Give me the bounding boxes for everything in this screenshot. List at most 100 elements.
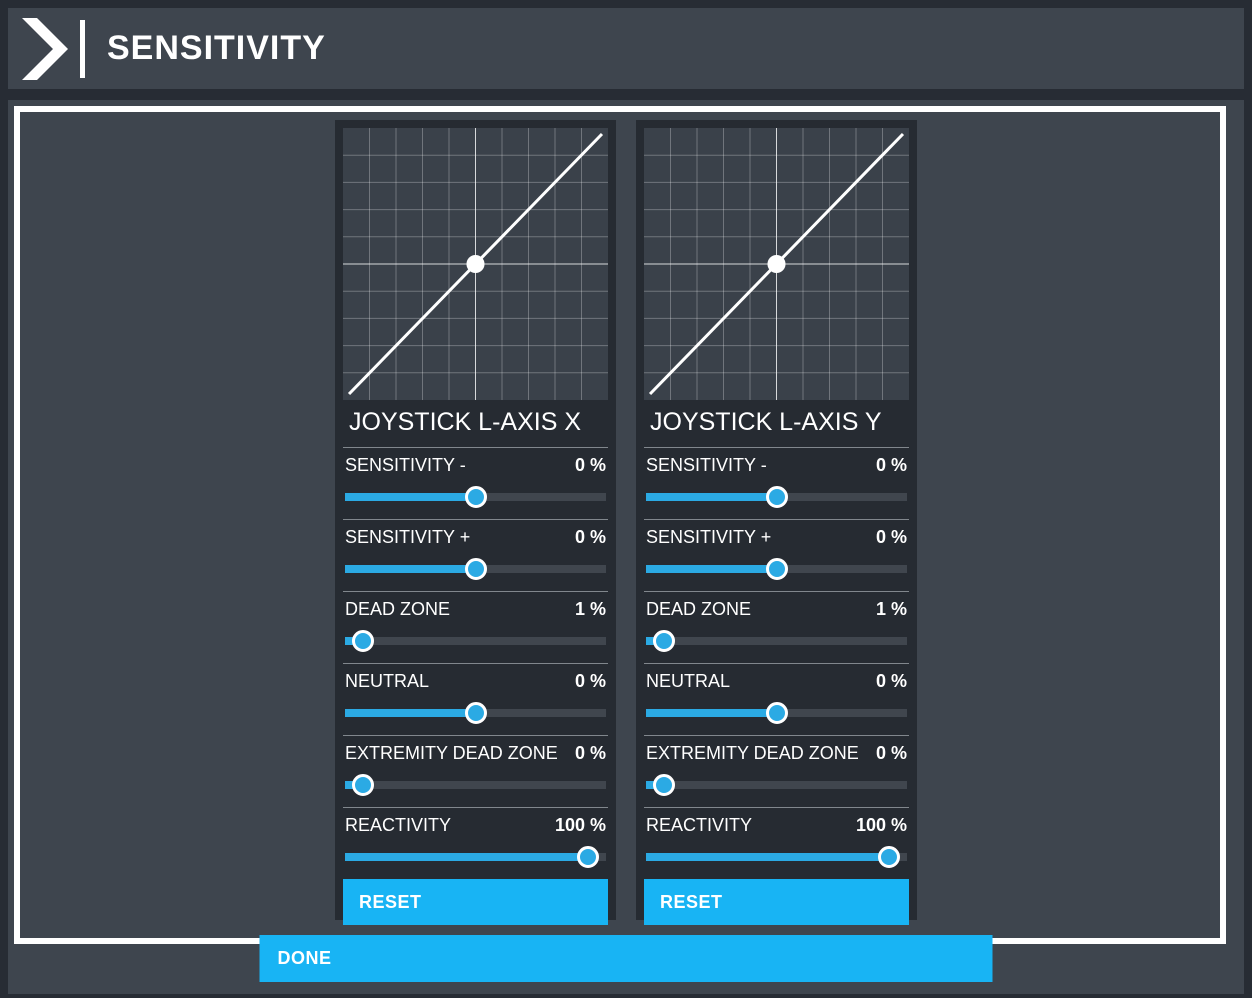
slider-value: 100 %	[855, 815, 907, 835]
slider-thumb[interactable]	[765, 558, 788, 580]
slider-thumb[interactable]	[464, 558, 487, 580]
slider-value: 1 %	[875, 599, 907, 619]
slider-row-head: DEAD ZONE 1 %	[345, 599, 606, 620]
slider-row-head: NEUTRAL 0 %	[646, 671, 907, 692]
slider-label: SENSITIVITY +	[646, 527, 772, 547]
header-divider	[80, 19, 85, 78]
slider[interactable]	[646, 558, 907, 580]
panel-title: JOYSTICK L-AXIS Y	[650, 408, 882, 436]
slider-row-head: REACTIVITY 100 %	[345, 815, 606, 836]
slider[interactable]	[345, 774, 606, 796]
slider[interactable]	[646, 702, 907, 724]
slider-thumb[interactable]	[653, 774, 676, 796]
response-curve-graph	[644, 128, 909, 400]
logo-arrow-icon	[22, 17, 68, 80]
slider-row: REACTIVITY 100 %	[343, 807, 608, 879]
slider-fill	[646, 493, 777, 501]
slider-label: NEUTRAL	[345, 671, 430, 691]
slider-row-head: EXTREMITY DEAD ZONE 0 %	[646, 743, 907, 764]
slider-value: 0 %	[875, 527, 907, 547]
slider[interactable]	[646, 630, 907, 652]
slider-thumb[interactable]	[877, 846, 900, 868]
slider-fill	[345, 565, 476, 573]
slider-thumb[interactable]	[765, 702, 788, 724]
slider-row-head: SENSITIVITY + 0 %	[345, 527, 606, 548]
slider-label: DEAD ZONE	[646, 599, 752, 619]
slider-row: SENSITIVITY + 0 %	[644, 519, 909, 591]
slider-label: REACTIVITY	[345, 815, 452, 835]
slider[interactable]	[345, 846, 606, 868]
slider-fill	[345, 637, 353, 645]
slider-row-head: NEUTRAL 0 %	[345, 671, 606, 692]
slider-thumb[interactable]	[576, 846, 599, 868]
slider[interactable]	[345, 702, 606, 724]
slider-fill	[646, 853, 900, 861]
slider-value: 100 %	[554, 815, 606, 835]
slider-thumb[interactable]	[765, 486, 788, 508]
slider-value: 0 %	[875, 671, 907, 691]
slider-thumb[interactable]	[464, 702, 487, 724]
slider[interactable]	[345, 558, 606, 580]
joystick-panel: JOYSTICK L-AXIS X SENSITIVITY - 0 % SENS…	[335, 120, 616, 925]
slider-value: 0 %	[875, 455, 907, 475]
panel-title: JOYSTICK L-AXIS X	[349, 408, 582, 436]
slider[interactable]	[646, 774, 907, 796]
slider-label: EXTREMITY DEAD ZONE	[646, 743, 859, 763]
slider-row: DEAD ZONE 1 %	[343, 591, 608, 663]
slider-label: NEUTRAL	[646, 671, 731, 691]
slider-fill	[345, 853, 599, 861]
slider-fill	[345, 781, 353, 789]
slider-row-head: EXTREMITY DEAD ZONE 0 %	[345, 743, 606, 764]
slider-track[interactable]	[345, 781, 606, 789]
page-title: SENSITIVITY	[107, 29, 326, 67]
slider-row-head: DEAD ZONE 1 %	[646, 599, 907, 620]
slider-label: REACTIVITY	[646, 815, 753, 835]
slider-fill	[646, 709, 777, 717]
slider-row-head: SENSITIVITY - 0 %	[646, 455, 907, 476]
slider-thumb[interactable]	[464, 486, 487, 508]
slider-label: SENSITIVITY +	[345, 527, 471, 547]
slider-row: REACTIVITY 100 %	[644, 807, 909, 879]
slider-track[interactable]	[345, 637, 606, 645]
slider-row-head: REACTIVITY 100 %	[646, 815, 907, 836]
slider-value: 1 %	[574, 599, 606, 619]
slider-thumb[interactable]	[653, 630, 676, 652]
slider-rows: SENSITIVITY - 0 % SENSITIVITY + 0 % DEAD…	[343, 447, 608, 879]
slider-rows: SENSITIVITY - 0 % SENSITIVITY + 0 % DEAD…	[644, 447, 909, 879]
slider-track[interactable]	[646, 637, 907, 645]
slider-value: 0 %	[574, 743, 606, 763]
slider-row: SENSITIVITY - 0 %	[644, 447, 909, 519]
header: SENSITIVITY	[8, 8, 1244, 89]
slider[interactable]	[646, 486, 907, 508]
joystick-panel: JOYSTICK L-AXIS Y SENSITIVITY - 0 % SENS…	[636, 120, 917, 925]
panels-row: JOYSTICK L-AXIS X SENSITIVITY - 0 % SENS…	[8, 120, 1244, 925]
slider-fill	[345, 493, 476, 501]
response-curve-graph	[343, 128, 608, 400]
slider-fill	[646, 637, 654, 645]
slider[interactable]	[345, 630, 606, 652]
slider-row-head: SENSITIVITY + 0 %	[646, 527, 907, 548]
slider-value: 0 %	[574, 455, 606, 475]
slider-value: 0 %	[875, 743, 907, 763]
slider-label: SENSITIVITY -	[646, 455, 767, 475]
done-button[interactable]: DONE	[259, 935, 993, 982]
slider-fill	[646, 781, 654, 789]
slider-row-head: SENSITIVITY - 0 %	[345, 455, 606, 476]
curve-point[interactable]	[466, 255, 485, 273]
slider-value: 0 %	[574, 671, 606, 691]
slider-fill	[345, 709, 476, 717]
slider-row: NEUTRAL 0 %	[644, 663, 909, 735]
slider-row: SENSITIVITY - 0 %	[343, 447, 608, 519]
slider-thumb[interactable]	[352, 630, 375, 652]
slider[interactable]	[646, 846, 907, 868]
reset-button[interactable]: RESET	[343, 879, 608, 925]
curve-point[interactable]	[767, 255, 786, 273]
reset-button[interactable]: RESET	[644, 879, 909, 925]
slider[interactable]	[345, 486, 606, 508]
slider-thumb[interactable]	[352, 774, 375, 796]
slider-track[interactable]	[646, 781, 907, 789]
slider-row: NEUTRAL 0 %	[343, 663, 608, 735]
slider-value: 0 %	[574, 527, 606, 547]
slider-label: EXTREMITY DEAD ZONE	[345, 743, 558, 763]
slider-row: SENSITIVITY + 0 %	[343, 519, 608, 591]
